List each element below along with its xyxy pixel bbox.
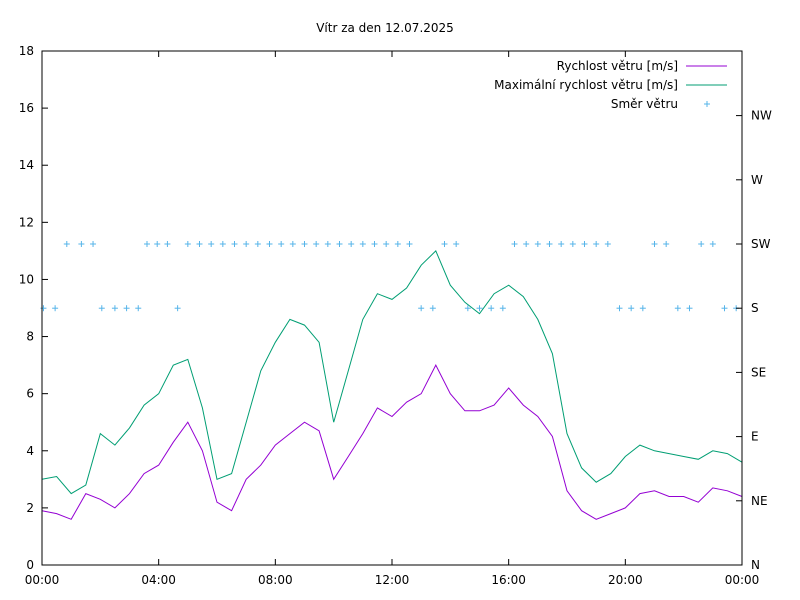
direction-point	[196, 241, 203, 247]
direction-point	[324, 241, 331, 247]
direction-point	[348, 241, 355, 247]
direction-point	[616, 305, 623, 312]
x-tick-label: 00:00	[725, 573, 760, 587]
direction-point	[593, 241, 600, 247]
direction-point	[394, 241, 401, 247]
y2-tick-label: E	[751, 430, 759, 444]
direction-point	[628, 305, 635, 312]
direction-point	[523, 241, 530, 247]
direction-point	[301, 241, 308, 247]
y2-tick-label: SW	[751, 237, 771, 251]
direction-point	[40, 305, 47, 312]
legend-label: Maximální rychlost větru [m/s]	[494, 78, 678, 92]
direction-point	[98, 305, 105, 312]
y2-tick-label: W	[751, 173, 763, 187]
direction-point	[63, 241, 70, 247]
direction-point	[336, 241, 343, 247]
direction-point	[476, 305, 483, 312]
direction-point	[581, 241, 588, 247]
direction-point	[231, 241, 238, 247]
direction-point	[604, 241, 611, 247]
direction-point	[441, 241, 448, 247]
direction-point	[534, 241, 541, 247]
y-tick-label: 2	[26, 501, 34, 515]
y-tick-label: 16	[19, 101, 34, 115]
y2-tick-label: N	[751, 558, 760, 572]
y2-tick-label: S	[751, 301, 759, 315]
direction-point	[254, 241, 261, 247]
direction-point	[52, 305, 59, 312]
direction-point	[453, 241, 460, 247]
direction-point	[313, 241, 320, 247]
direction-point	[406, 241, 413, 247]
y2-tick-label: SE	[751, 365, 766, 379]
direction-point	[123, 305, 130, 312]
direction-point	[429, 305, 436, 312]
direction-point	[499, 305, 506, 312]
x-tick-label: 00:00	[25, 573, 60, 587]
y-tick-label: 8	[26, 330, 34, 344]
legend-label: Rychlost větru [m/s]	[557, 59, 678, 73]
max-speed-series-line	[41, 250, 743, 495]
direction-point	[174, 305, 181, 312]
direction-point	[546, 241, 553, 247]
axes-layer: 0 2 4 6 8 10 12 14 16 18 N NE E SE S SW W NW 00:00 04:00 08:…	[19, 44, 772, 587]
y-tick-label: 0	[26, 558, 34, 572]
direction-point	[663, 241, 670, 247]
direction-point	[721, 305, 728, 312]
direction-point	[164, 241, 171, 247]
direction-point	[144, 241, 150, 247]
plot-frame	[41, 50, 743, 566]
y-tick-label: 18	[19, 44, 34, 58]
direction-point	[686, 305, 693, 312]
chart-title: Vítr za den 12.07.2025	[316, 21, 454, 35]
direction-point	[266, 241, 273, 247]
x-tick-label: 08:00	[258, 573, 293, 587]
y-tick-label: 10	[19, 272, 34, 286]
direction-point	[208, 241, 215, 247]
direction-point	[709, 241, 716, 247]
x-tick-label: 12:00	[375, 573, 410, 587]
direction-point	[243, 241, 250, 247]
legend: Rychlost větru [m/s] Maximální rychlost v…	[494, 59, 727, 111]
direction-point	[90, 241, 97, 247]
direction-point	[111, 305, 118, 312]
direction-point	[184, 241, 191, 247]
series-layer	[40, 241, 743, 520]
direction-point	[569, 241, 576, 247]
direction-point	[488, 305, 495, 312]
direction-point	[289, 241, 296, 247]
direction-point	[464, 305, 471, 312]
y2-tick-label: NW	[751, 109, 772, 123]
direction-point	[418, 305, 425, 312]
direction-point	[639, 305, 646, 312]
direction-point	[135, 305, 142, 312]
direction-point	[359, 241, 366, 247]
y-tick-label: 6	[26, 387, 34, 401]
x-tick-label: 20:00	[608, 573, 643, 587]
y-tick-label: 12	[19, 215, 34, 229]
y2-tick-label: NE	[751, 494, 768, 508]
direction-point	[511, 241, 518, 247]
legend-label: Směr větru	[611, 97, 678, 111]
direction-point	[371, 241, 378, 247]
direction-point	[154, 241, 161, 247]
direction-point	[383, 241, 390, 247]
y-tick-label: 14	[19, 158, 34, 172]
direction-point	[219, 241, 226, 247]
direction-point	[674, 305, 681, 312]
direction-point	[558, 241, 565, 247]
x-tick-label: 16:00	[491, 573, 526, 587]
direction-point	[278, 241, 285, 247]
x-tick-label: 04:00	[141, 573, 176, 587]
direction-point	[78, 241, 85, 247]
direction-point	[698, 241, 705, 247]
direction-point	[651, 241, 658, 247]
y-tick-label: 4	[26, 444, 34, 458]
speed-series-line	[41, 363, 743, 520]
